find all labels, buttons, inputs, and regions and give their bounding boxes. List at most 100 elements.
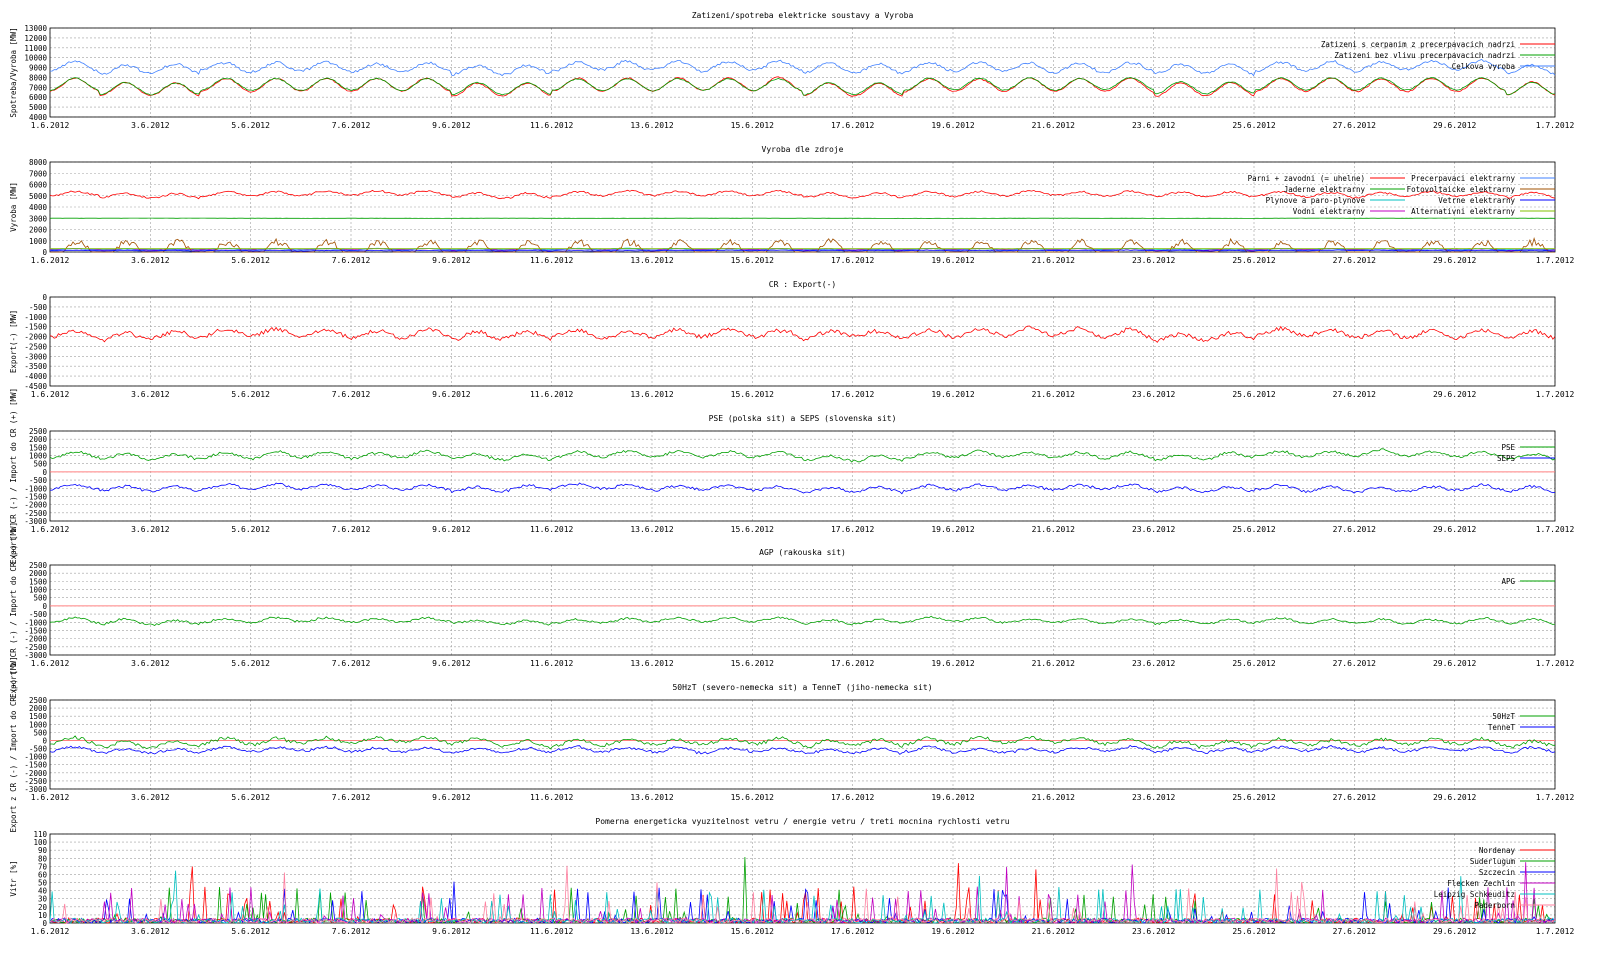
x-tick-label: 9.6.2012	[432, 121, 471, 130]
x-tick-label: 1.6.2012	[31, 793, 70, 802]
x-tick-label: 17.6.2012	[831, 121, 875, 130]
x-tick-label: 29.6.2012	[1433, 525, 1477, 534]
y-tick-label: 100	[33, 838, 47, 847]
y-tick-label: 2000	[29, 226, 48, 235]
x-tick-label: 13.6.2012	[630, 256, 674, 265]
legend-label: Alternativni elektrarny	[1411, 207, 1515, 216]
x-tick-label: 15.6.2012	[731, 659, 775, 668]
x-tick-label: 7.6.2012	[332, 927, 371, 936]
y-tick-label: -500	[29, 303, 48, 312]
x-tick-label: 29.6.2012	[1433, 659, 1477, 668]
x-tick-label: 25.6.2012	[1232, 659, 1276, 668]
y-tick-label: -3000	[24, 785, 47, 794]
series-line	[49, 325, 1556, 343]
x-tick-label: 21.6.2012	[1032, 256, 1076, 265]
x-tick-label: 19.6.2012	[931, 256, 975, 265]
y-tick-label: 1000	[29, 720, 48, 729]
x-tick-label: 3.6.2012	[131, 793, 170, 802]
x-tick-label: 25.6.2012	[1232, 390, 1276, 399]
y-tick-label: 1000	[29, 452, 48, 461]
legend-label: Leipzig Schkeuditz	[1434, 890, 1515, 899]
x-tick-label: 25.6.2012	[1232, 121, 1276, 130]
y-tick-label: -4000	[24, 372, 47, 381]
x-tick-label: 15.6.2012	[731, 793, 775, 802]
y-tick-label: 2500	[29, 561, 48, 570]
chart-panel-4: PSE (polska sit) a SEPS (slovenska sit) 1…	[9, 388, 1574, 564]
x-tick-label: 29.6.2012	[1433, 390, 1477, 399]
legend-label: PSE	[1501, 443, 1515, 452]
plot-frame	[49, 564, 1556, 656]
y-tick-label: -1500	[24, 323, 47, 332]
x-tick-label: 13.6.2012	[630, 390, 674, 399]
x-tick-label: 11.6.2012	[530, 659, 574, 668]
legend-label: Vetrne elektrarny	[1438, 196, 1515, 205]
legend-label: Parni + zavodni (= uhelne)	[1248, 174, 1365, 183]
x-tick-label: 1.7.2012	[1536, 659, 1575, 668]
y-tick-label: 2000	[29, 704, 48, 713]
legend-label: Plynove a paro-plynove	[1266, 196, 1366, 205]
series-line	[49, 863, 1556, 925]
y-tick-label: 1500	[29, 712, 48, 721]
chart-title: CR : Export(-)	[769, 280, 836, 289]
x-tick-label: 3.6.2012	[131, 525, 170, 534]
x-tick-label: 7.6.2012	[332, 525, 371, 534]
y-tick-label: -2500	[24, 509, 47, 518]
chart-title: Vyroba dle zdroje	[762, 145, 844, 154]
y-tick-label: 6000	[29, 93, 48, 102]
x-tick-label: 17.6.2012	[831, 390, 875, 399]
x-tick-label: 19.6.2012	[931, 927, 975, 936]
y-tick-label: -2000	[24, 635, 47, 644]
x-tick-label: 3.6.2012	[131, 927, 170, 936]
x-tick-label: 1.6.2012	[31, 525, 70, 534]
chart-panel-1: Zatizeni/spotreba elektricke soustavy a …	[9, 11, 1574, 130]
x-tick-label: 11.6.2012	[530, 927, 574, 936]
x-tick-label: 23.6.2012	[1132, 793, 1176, 802]
x-tick-label: 5.6.2012	[231, 659, 270, 668]
y-tick-label: 12000	[24, 34, 47, 43]
y-tick-label: 7000	[29, 83, 48, 92]
legend-label: Flecken Zechlin	[1447, 879, 1515, 888]
y-tick-label: 50	[38, 879, 48, 888]
legend-label: Precerpavaci elektrarny	[1411, 174, 1515, 183]
y-tick-label: -2500	[24, 777, 47, 786]
legend-label: Nordenay	[1479, 846, 1516, 855]
series-line	[49, 482, 1556, 495]
y-tick-label: 70	[38, 862, 48, 871]
x-tick-label: 1.7.2012	[1536, 121, 1575, 130]
x-tick-label: 9.6.2012	[432, 793, 471, 802]
x-tick-label: 9.6.2012	[432, 525, 471, 534]
y-tick-label: 2500	[29, 696, 48, 705]
x-tick-label: 25.6.2012	[1232, 927, 1276, 936]
y-tick-label: -3000	[24, 651, 47, 660]
legend-label: Szczecin	[1479, 868, 1515, 877]
x-tick-label: 19.6.2012	[931, 525, 975, 534]
chart-panel-6: 50HzT (severo-nemecka sit) a TenneT (jih…	[9, 656, 1574, 832]
x-tick-label: 17.6.2012	[831, 659, 875, 668]
x-tick-label: 21.6.2012	[1032, 927, 1076, 936]
series-line	[49, 249, 1556, 252]
x-tick-label: 25.6.2012	[1232, 256, 1276, 265]
y-tick-label: 4000	[29, 203, 48, 212]
y-tick-label: -2000	[24, 769, 47, 778]
chart-title: Pomerna energeticka vyuzitelnost vetru /…	[595, 817, 1009, 826]
legend-label: 50HzT	[1492, 712, 1515, 721]
x-tick-label: 7.6.2012	[332, 793, 371, 802]
legend-label: Celkova vyroba	[1452, 62, 1515, 71]
y-tick-label: 500	[33, 460, 47, 469]
chart-title: 50HzT (severo-nemecka sit) a TenneT (jih…	[672, 683, 932, 692]
y-tick-label: 500	[33, 594, 47, 603]
x-tick-label: 29.6.2012	[1433, 121, 1477, 130]
y-tick-label: -1500	[24, 492, 47, 501]
y-tick-label: -3500	[24, 362, 47, 371]
x-tick-label: 5.6.2012	[231, 390, 270, 399]
x-tick-label: 3.6.2012	[131, 390, 170, 399]
y-axis-label: Spotreba/Vyroba [MW]	[9, 27, 18, 117]
y-tick-label: -1500	[24, 626, 47, 635]
chart-panel-3: CR : Export(-) 1.6.2012 3.6.2012 5.6.2012 7.…	[9, 280, 1574, 399]
x-tick-label: 23.6.2012	[1132, 256, 1176, 265]
x-tick-label: 11.6.2012	[530, 525, 574, 534]
y-tick-label: 90	[38, 846, 48, 855]
x-tick-label: 19.6.2012	[931, 659, 975, 668]
x-tick-label: 5.6.2012	[231, 793, 270, 802]
x-tick-label: 29.6.2012	[1433, 793, 1477, 802]
